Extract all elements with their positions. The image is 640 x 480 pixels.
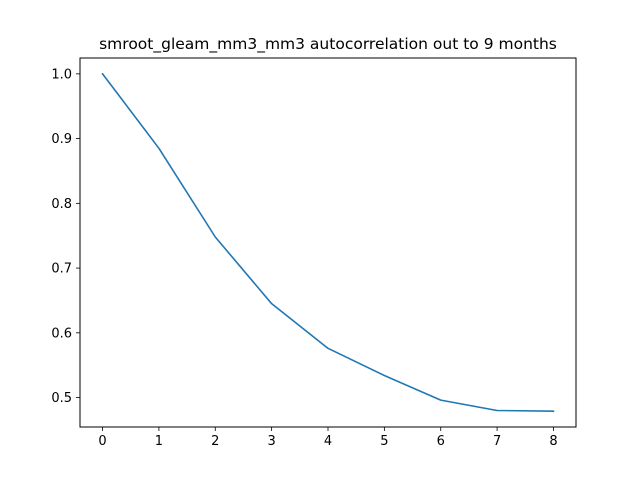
x-tick-label: 6 [437, 434, 445, 449]
series-line [101, 72, 555, 412]
x-tick-label: 2 [211, 434, 219, 449]
chart-title: smroot_gleam_mm3_mm3 autocorrelation out… [99, 35, 557, 54]
x-tick-label: 1 [155, 434, 163, 449]
x-tick-label: 8 [549, 434, 557, 449]
x-tick-label: 4 [324, 434, 332, 449]
x-tick-label: 0 [98, 434, 106, 449]
x-tick-label: 7 [493, 434, 501, 449]
y-tick-label: 0.7 [51, 262, 72, 277]
y-tick-label: 0.5 [51, 391, 72, 406]
y-tick-label: 0.6 [51, 326, 72, 341]
y-tick-label: 0.8 [51, 197, 72, 212]
x-tick-label: 5 [380, 434, 388, 449]
series-layer [101, 72, 555, 412]
y-axis: 0.5 0.6 0.7 0.8 0.9 1.0 [51, 67, 80, 406]
plot-frame [79, 57, 577, 428]
x-tick-label: 3 [267, 434, 275, 449]
y-tick-label: 0.9 [51, 132, 72, 147]
x-axis: 0 1 2 3 4 5 6 7 8 [98, 427, 558, 449]
y-tick-label: 1.0 [51, 67, 72, 82]
